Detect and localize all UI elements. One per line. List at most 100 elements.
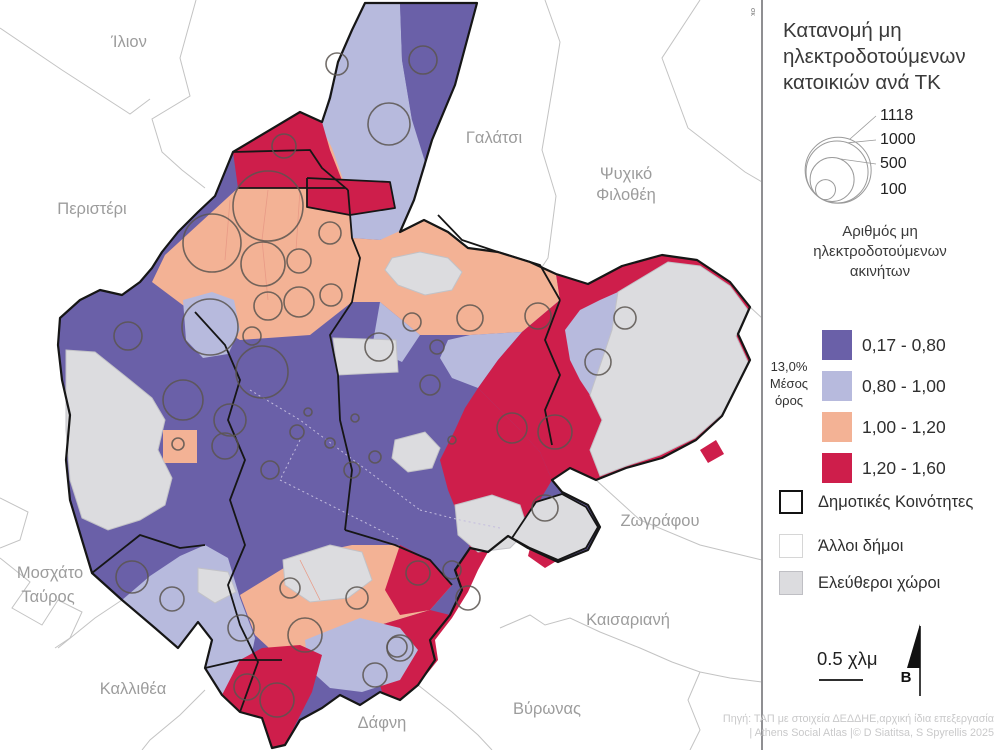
proportional-symbol-circle	[211, 432, 239, 460]
proportional-symbol-circle	[232, 170, 304, 242]
proportional-symbol-circle	[613, 306, 637, 330]
mean-word-2: όρος	[774, 393, 804, 408]
size-legend-circle	[809, 157, 855, 203]
class-label: 0,17 - 0,80	[862, 335, 946, 355]
neighbor-boundary-line	[749, 306, 762, 319]
proportional-symbol-circle	[253, 291, 283, 321]
postal-code-region	[385, 545, 452, 615]
neighbor-boundary-line	[499, 614, 762, 683]
size-legend-circle	[815, 179, 836, 201]
north-arrow-head	[907, 624, 920, 668]
community-boundary-line	[194, 311, 259, 713]
north-arrow: Β	[901, 624, 921, 696]
free-space-region	[282, 544, 373, 603]
community-boundary-line	[91, 534, 206, 574]
municipality-label: Φιλοθέη	[596, 186, 656, 204]
athens-map-canvas: Ίλιον Περιστέρι Γαλάτσι Ψυχικό Φιλοθέη Ζωγράφ…	[0, 0, 762, 750]
mean-word-1: Μέσος	[769, 376, 809, 391]
area-label: Δημοτικές Κοινότητες	[818, 493, 974, 511]
community-boundary-line	[306, 177, 396, 216]
other-municipalities-swatch	[779, 534, 803, 558]
proportional-symbol-circle	[429, 339, 445, 355]
proportional-symbol-circle	[181, 298, 239, 356]
source-line-1: Πηγή: ΤΑΠ με στοιχεία ΔΕΔΔΗΕ,αρχική ίδια…	[722, 713, 994, 725]
neighbor-boundary-line	[0, 557, 83, 649]
proportional-symbol-circle	[182, 213, 242, 273]
neighbor-boundary-line	[151, 0, 206, 189]
proportional-symbol-circle	[283, 286, 315, 318]
proportional-symbol-circle	[368, 450, 382, 464]
postal-code-region	[183, 292, 240, 358]
proportional-symbol-circle	[456, 304, 484, 332]
athens-base-region	[58, 3, 750, 748]
proportional-symbol-circle	[524, 302, 552, 330]
size-legend-value: 1000	[880, 131, 916, 148]
proportional-symbol-circle	[287, 617, 323, 653]
neighbor-boundary-line	[687, 671, 701, 750]
scale-bar-label: 0.5 χλμ	[817, 648, 878, 669]
inner-thin-line	[295, 189, 301, 251]
size-legend-caption: Αριθμός μη ηλεκτροδοτούμενων ακινήτων	[813, 223, 947, 280]
class-label: 1,00 - 1,20	[862, 417, 946, 437]
proportional-symbol-circle	[447, 435, 457, 445]
postal-code-region	[163, 430, 197, 463]
proportional-symbol-circle	[227, 614, 255, 642]
proportional-symbol-circle	[343, 461, 361, 479]
class-swatch-lavender	[822, 371, 852, 401]
area-label: Άλλοι δήμοι	[818, 537, 904, 555]
proportional-symbol-circle	[279, 577, 301, 599]
proportional-symbol-circle	[350, 413, 360, 423]
proportional-symbol-circle	[289, 424, 305, 440]
inner-dashed-line	[279, 479, 401, 541]
size-legend-circle	[805, 140, 869, 204]
proportional-symbol-circle	[233, 673, 261, 701]
scale-bar-line	[819, 679, 863, 681]
panel-divider	[761, 0, 763, 750]
size-legend-value: 1118	[880, 107, 913, 124]
neighbor-boundary-line	[417, 684, 493, 750]
proportional-symbol-circle	[260, 460, 280, 480]
free-space-region	[65, 349, 173, 531]
proportional-symbol-circle	[386, 636, 408, 658]
source-credit: Πηγή: ΤΑΠ με στοιχεία ΔΕΔΔΗΕ,αρχική ίδια…	[723, 712, 994, 740]
neighbor-boundary-line	[661, 0, 762, 183]
size-legend-leader	[849, 115, 877, 140]
proportional-symbol-circle	[362, 662, 388, 688]
proportional-symbol-circle	[162, 379, 204, 421]
neighbor-boundary-line	[57, 599, 123, 649]
free-space-region	[391, 431, 441, 473]
neighbor-boundary-line	[0, 497, 29, 549]
postal-code-region	[400, 3, 477, 128]
proportional-symbol-circle	[159, 586, 185, 612]
municipality-label: Ταύρος	[21, 588, 74, 606]
mean-value: 13,0%	[770, 359, 808, 374]
proportional-symbol-circle	[235, 345, 289, 399]
proportional-symbol-circle	[325, 52, 349, 76]
proportional-symbol-circle	[405, 560, 431, 586]
free-space-region	[197, 567, 237, 604]
size-legend-leader	[839, 158, 877, 165]
community-boundary-line	[329, 189, 361, 531]
proportional-symbol-circle	[531, 494, 559, 522]
neighbor-boundary-line	[595, 479, 762, 561]
municipality-label: Ίλιον	[110, 33, 147, 51]
community-boundary-line	[204, 659, 282, 669]
proportional-symbol-circle	[115, 560, 149, 594]
community-boundary-line	[544, 299, 561, 446]
edge-label: σκ	[749, 8, 756, 16]
postal-code-region	[528, 548, 558, 568]
municipality-label: Περιστέρι	[57, 200, 127, 218]
proportional-symbol-circle	[271, 133, 297, 159]
proportional-symbol-circle	[324, 437, 336, 449]
inner-thin-line	[224, 199, 231, 261]
proportional-symbol-circle	[171, 437, 185, 451]
source-line-2: | Athens Social Atlas |© D Siatitsa, S S…	[749, 727, 994, 739]
circle-size-legend: 1118 1000 500 100	[804, 107, 916, 204]
municipality-label: Γαλάτσι	[466, 129, 523, 147]
postal-code-region	[700, 440, 724, 463]
proportional-symbol-circle	[455, 585, 481, 611]
class-label: 1,20 - 1,60	[862, 458, 946, 478]
postal-code-region	[440, 332, 522, 388]
north-label: Β	[901, 669, 912, 686]
